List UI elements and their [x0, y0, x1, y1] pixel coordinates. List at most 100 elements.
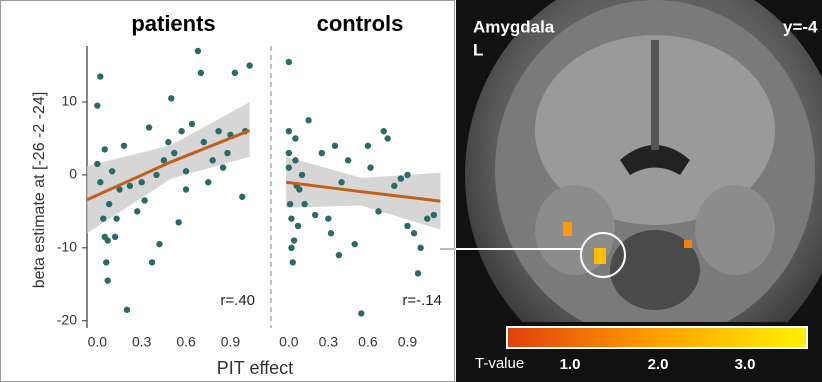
data-point	[381, 128, 387, 134]
data-point	[336, 252, 342, 258]
correlation-label: r=-.14	[402, 292, 442, 309]
data-point	[319, 150, 325, 156]
data-point	[195, 48, 201, 54]
x-tick-label: 0.6	[358, 334, 378, 350]
colorbar-tick: 2.0	[648, 356, 669, 373]
data-point	[139, 179, 145, 185]
data-point	[286, 128, 292, 134]
data-point	[168, 95, 174, 101]
data-point	[338, 179, 344, 185]
data-point	[149, 259, 155, 265]
data-point	[299, 172, 305, 178]
data-point	[189, 121, 195, 127]
x-tick-label: 0.0	[279, 334, 299, 350]
data-point	[175, 219, 181, 225]
chart-title: patients	[131, 11, 215, 36]
region-label: Amygdala	[473, 17, 555, 36]
y-tick-label: 10	[61, 93, 77, 109]
data-point	[124, 307, 130, 313]
data-point	[404, 223, 410, 229]
data-point	[106, 201, 112, 207]
data-point	[224, 150, 230, 156]
data-point	[305, 117, 311, 123]
data-point	[301, 201, 307, 207]
data-point	[209, 157, 215, 163]
data-point	[287, 201, 293, 207]
data-point	[105, 277, 111, 283]
data-point	[246, 62, 252, 68]
data-point	[215, 128, 221, 134]
brain-image	[440, 0, 822, 382]
data-point	[121, 143, 127, 149]
data-point	[296, 186, 302, 192]
data-point	[328, 230, 334, 236]
data-point	[398, 175, 404, 181]
data-point	[112, 234, 118, 240]
data-point	[239, 194, 245, 200]
data-point	[141, 197, 147, 203]
data-point	[198, 70, 204, 76]
data-point	[105, 237, 111, 243]
figure: Amygdala L y=-4 T-value 1.0 2.0 3.0 pati…	[0, 0, 822, 382]
data-point	[205, 179, 211, 185]
data-point	[404, 172, 410, 178]
data-point	[97, 73, 103, 79]
correlation-label: r=.40	[220, 292, 255, 309]
y-tick-label: 0	[69, 166, 77, 182]
data-point	[286, 59, 292, 65]
y-tick-label: -10	[57, 239, 77, 255]
x-tick-label: 0.0	[88, 334, 108, 350]
data-point	[431, 212, 437, 218]
data-point	[127, 183, 133, 189]
y-axis-label: beta estimate at [-26 -2 -24]	[31, 92, 48, 289]
data-point	[391, 183, 397, 189]
data-point	[325, 215, 331, 221]
data-point	[291, 237, 297, 243]
x-axis-label: PIT effect	[217, 358, 293, 378]
data-point	[411, 230, 417, 236]
data-point	[220, 164, 226, 170]
data-point	[352, 241, 358, 247]
slice-label: y=-4	[783, 17, 818, 36]
x-tick-label: 0.9	[221, 334, 241, 350]
x-tick-label: 0.3	[319, 334, 339, 350]
data-point	[113, 215, 119, 221]
data-point	[365, 143, 371, 149]
data-point	[183, 186, 189, 192]
data-point	[109, 168, 115, 174]
data-point	[286, 150, 292, 156]
data-point	[358, 310, 364, 316]
data-point	[384, 135, 390, 141]
data-point	[94, 102, 100, 108]
data-point	[292, 157, 298, 163]
data-point	[415, 270, 421, 276]
data-point	[171, 150, 177, 156]
data-point	[153, 172, 159, 178]
data-point	[375, 208, 381, 214]
data-point	[100, 215, 106, 221]
x-tick-label: 0.3	[132, 334, 152, 350]
data-point	[332, 143, 338, 149]
data-point	[286, 164, 292, 170]
colorbar-tick: 3.0	[735, 356, 756, 373]
data-point	[417, 245, 423, 251]
x-tick-label: 0.6	[176, 334, 196, 350]
data-point	[134, 208, 140, 214]
y-tick-label: -20	[57, 311, 77, 327]
data-point	[156, 241, 162, 247]
data-point	[345, 157, 351, 163]
data-point	[165, 139, 171, 145]
data-point	[178, 128, 184, 134]
x-tick-label: 0.9	[398, 334, 418, 350]
data-point	[94, 161, 100, 167]
colorbar-label: T-value	[475, 355, 524, 372]
data-point	[288, 245, 294, 251]
data-point	[367, 164, 373, 170]
data-point	[97, 179, 103, 185]
data-point	[201, 139, 207, 145]
data-point	[292, 135, 298, 141]
data-point	[424, 215, 430, 221]
data-point	[290, 259, 296, 265]
data-point	[103, 259, 109, 265]
chart-title: controls	[317, 11, 404, 36]
